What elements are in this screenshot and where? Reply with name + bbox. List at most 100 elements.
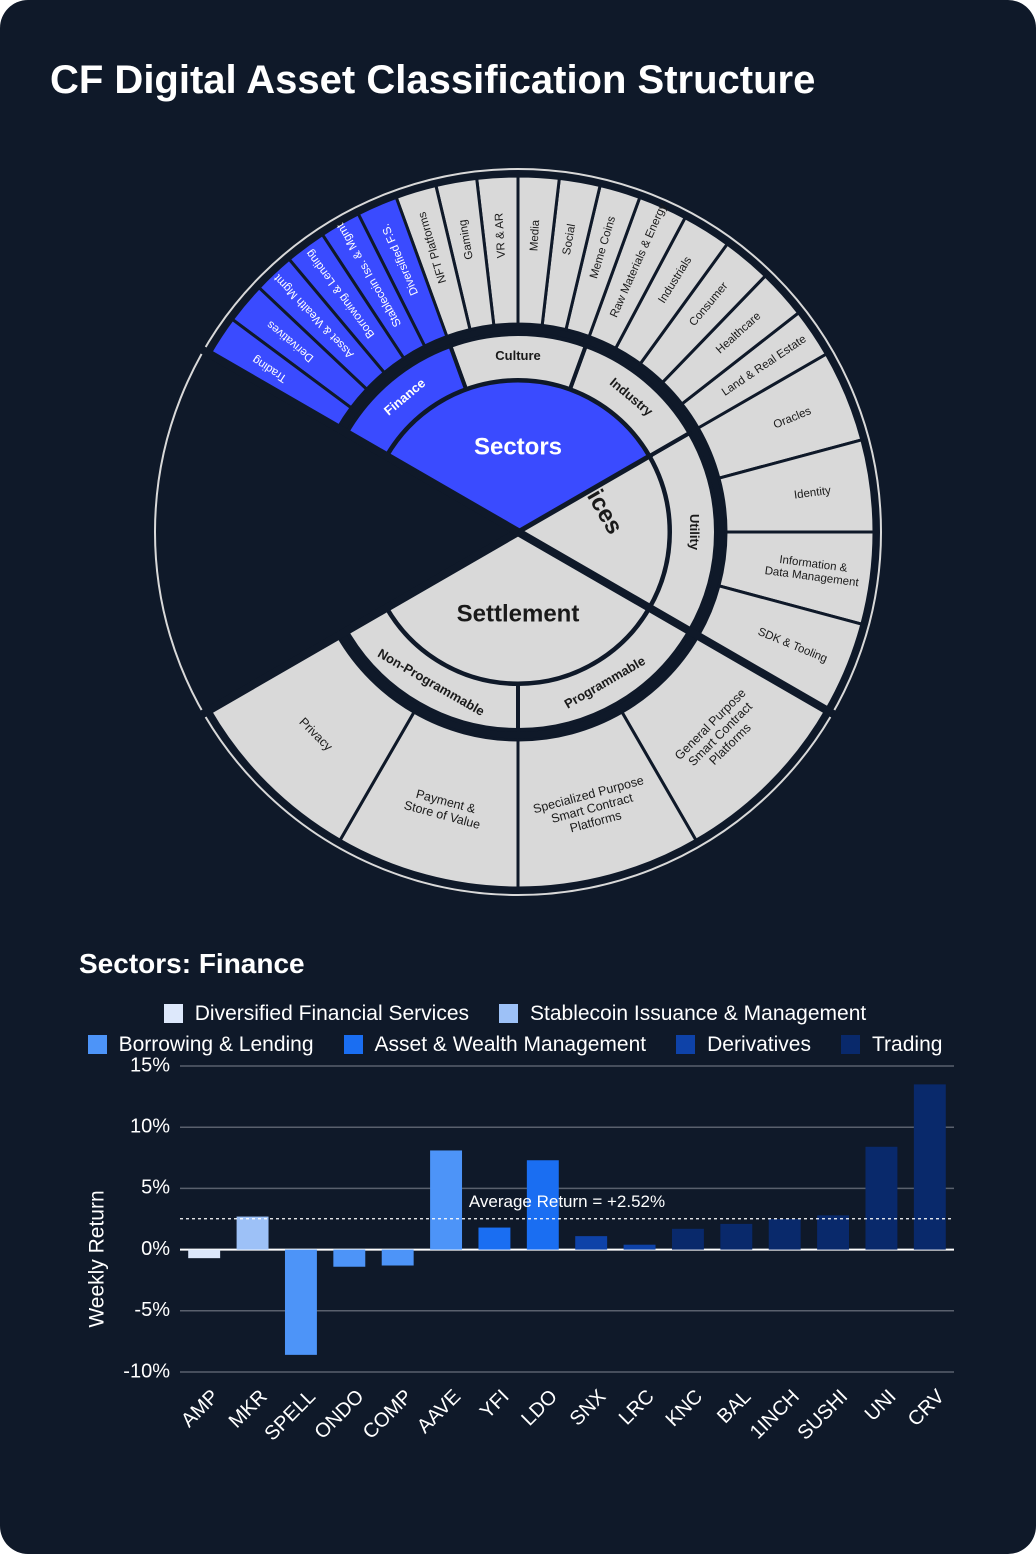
leaf-segment	[256, 257, 387, 392]
group-separator	[199, 346, 520, 536]
group-label: Sectors	[474, 434, 562, 461]
bar	[284, 1249, 317, 1355]
x-tick-label: UNI	[861, 1386, 901, 1426]
bar	[526, 1160, 559, 1250]
sub-segment	[567, 343, 693, 459]
x-tick-label: AMP	[177, 1386, 223, 1432]
bar	[575, 1236, 608, 1250]
bar	[623, 1244, 656, 1250]
label-line: Media	[528, 219, 542, 252]
label-line: Social	[561, 223, 578, 256]
x-tick-label: LDO	[517, 1386, 562, 1431]
legend-label: Trading	[872, 1032, 943, 1056]
leaf-segment	[230, 285, 369, 410]
bar	[188, 1249, 221, 1259]
leaf-label: Identity	[793, 485, 832, 502]
x-tick-label: AAVE	[413, 1386, 465, 1438]
x-tick-label: 1INCH	[746, 1386, 804, 1444]
legend-swatch	[841, 1035, 860, 1054]
leaf-segment	[287, 232, 406, 375]
x-tick-label: COMP	[359, 1386, 417, 1444]
sub-label: Culture	[495, 348, 541, 363]
x-tick-label: SPELL	[261, 1386, 321, 1446]
leaf-segment	[587, 195, 688, 351]
leaf-segment	[613, 215, 730, 366]
x-tick-label: CRV	[904, 1385, 950, 1431]
bar	[671, 1228, 704, 1250]
bar	[865, 1146, 898, 1250]
y-tick-label: -10%	[123, 1360, 170, 1382]
outer-ring	[154, 168, 882, 896]
bar	[236, 1216, 269, 1250]
leaf-segment	[356, 195, 449, 349]
x-tick-label: SNX	[566, 1386, 611, 1431]
legend-label: Stablecoin Issuance & Management	[530, 1001, 867, 1025]
average-label: Average Return = +2.52%	[469, 1192, 665, 1211]
legend-item: Diversified Financial Services	[163, 1002, 469, 1026]
y-tick-label: 15%	[130, 1054, 170, 1076]
bar	[430, 1150, 463, 1250]
y-tick-label: 5%	[141, 1177, 170, 1199]
leaf-segment	[394, 183, 472, 339]
legend-label: Asset & Wealth Management	[374, 1032, 647, 1056]
legend-item: Borrowing & Lending	[87, 1032, 314, 1057]
label-line: Sectors	[474, 434, 562, 461]
leaf-segment	[475, 174, 520, 328]
bar	[478, 1227, 511, 1250]
leaf-segment	[540, 176, 602, 332]
leaf-segment	[564, 183, 642, 339]
legend-label: Borrowing & Lending	[118, 1032, 314, 1056]
bar	[768, 1219, 801, 1250]
chart-legend: Diversified Financial Services Stablecoi…	[40, 998, 990, 1060]
legend-swatch	[499, 1004, 519, 1023]
leaf-label: VR & AR	[493, 212, 508, 258]
label-line: Settlement	[457, 601, 580, 628]
bar	[381, 1249, 414, 1266]
bar	[333, 1249, 366, 1267]
legend-swatch	[163, 1004, 183, 1023]
label-line: Culture	[495, 348, 541, 363]
leaf-segment	[638, 241, 768, 385]
bar	[913, 1084, 946, 1250]
leaf-segment	[679, 310, 829, 431]
x-tick-label: YFI	[476, 1386, 514, 1424]
legend-label: Derivatives	[707, 1032, 811, 1056]
sub-segment	[343, 343, 469, 459]
group-separator	[199, 528, 520, 718]
leaf-segment	[320, 211, 427, 361]
chart-title: Sectors: Finance	[79, 948, 305, 979]
bar	[720, 1223, 753, 1250]
group-separator	[515, 528, 837, 718]
page-title: CF Digital Asset Classification Structur…	[50, 58, 816, 102]
leaf-segment	[434, 176, 496, 332]
legend-row-2: Borrowing & Lending Asset & Wealth Manag…	[40, 1029, 990, 1060]
legend-item: Trading	[841, 1033, 942, 1057]
leaf-segment	[660, 273, 801, 407]
legend-swatch	[676, 1035, 696, 1054]
legend-row-1: Diversified Financial Services Stablecoi…	[40, 998, 990, 1029]
y-tick-label: 0%	[141, 1238, 170, 1260]
legend-swatch	[87, 1035, 107, 1054]
leaf-label: Social	[561, 223, 578, 256]
x-tick-label: ONDO	[310, 1386, 368, 1444]
leaf-label: Media	[528, 219, 542, 252]
x-tick-label: BAL	[713, 1386, 755, 1428]
x-tick-label: KNC	[662, 1386, 707, 1431]
legend-swatch	[343, 1035, 363, 1054]
leaf-segment	[516, 174, 561, 328]
label-line: VR & AR	[493, 212, 508, 258]
y-axis-label: Weekly Return	[86, 1190, 109, 1327]
legend-item: Derivatives	[676, 1033, 811, 1057]
bar	[817, 1215, 850, 1250]
legend-item: Asset & Wealth Management	[343, 1032, 647, 1057]
label-line: Identity	[793, 485, 832, 502]
x-tick-label: LRC	[615, 1386, 659, 1430]
y-tick-label: -5%	[134, 1299, 170, 1321]
sub-segment	[447, 332, 589, 392]
x-tick-label: SUSHI	[793, 1386, 852, 1445]
legend-item: Stablecoin Issuance & Management	[499, 1002, 866, 1026]
y-tick-label: 10%	[130, 1115, 170, 1137]
